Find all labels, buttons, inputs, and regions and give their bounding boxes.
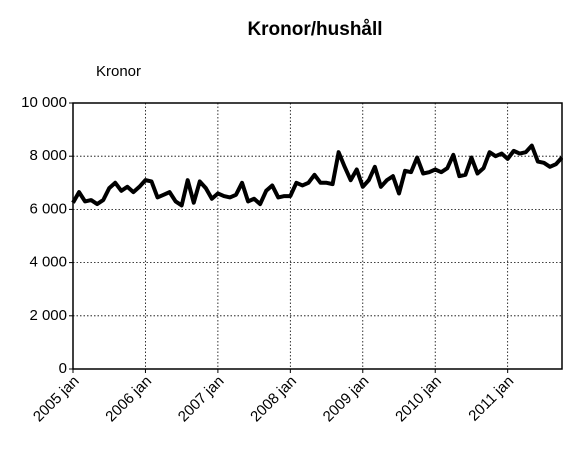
x-tick-label: 2009 jan — [320, 373, 373, 426]
y-tick-label: 2 000 — [29, 307, 67, 324]
x-tick-label: 2011 jan — [465, 373, 517, 425]
plot-frame — [72, 102, 563, 370]
y-tick-label: 0 — [59, 360, 67, 377]
y-axis-label: Kronor — [96, 63, 141, 80]
x-tick-label: 2008 jan — [247, 373, 300, 426]
x-tick-label: 2010 jan — [392, 373, 445, 426]
y-tick-label: 4 000 — [29, 254, 67, 271]
y-tick-label: 10 000 — [21, 94, 67, 111]
x-tick-label: 2007 jan — [175, 373, 228, 426]
y-tick-label: 6 000 — [29, 200, 67, 217]
chart-title: Kronor/hushåll — [247, 19, 382, 40]
y-tick-label: 8 000 — [29, 147, 67, 164]
data-line — [71, 143, 563, 208]
x-tick-label: 2006 jan — [102, 373, 155, 426]
x-tick-label: 2005 jan — [30, 373, 83, 426]
